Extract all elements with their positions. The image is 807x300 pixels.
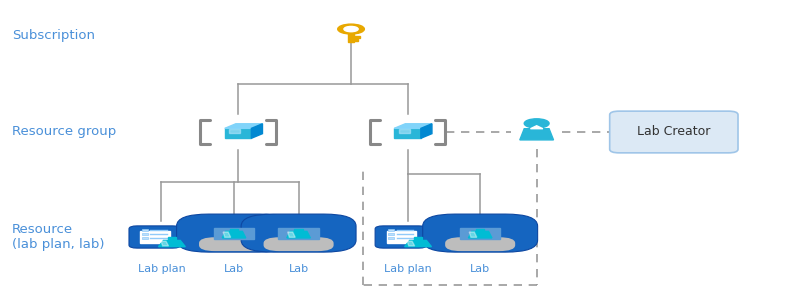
FancyBboxPatch shape xyxy=(610,111,738,153)
Polygon shape xyxy=(394,128,421,138)
Polygon shape xyxy=(223,232,231,237)
Bar xyxy=(460,228,500,238)
FancyBboxPatch shape xyxy=(177,214,291,252)
Polygon shape xyxy=(158,240,186,247)
Polygon shape xyxy=(286,231,311,238)
Text: Lab plan: Lab plan xyxy=(383,264,432,274)
Polygon shape xyxy=(161,241,169,246)
Bar xyxy=(142,232,148,235)
Text: Resource
(lab plan, lab): Resource (lab plan, lab) xyxy=(12,223,105,251)
Text: Lab plan: Lab plan xyxy=(137,264,186,274)
Bar xyxy=(388,232,394,235)
Bar xyxy=(140,231,169,243)
FancyBboxPatch shape xyxy=(264,237,333,251)
Polygon shape xyxy=(399,129,410,133)
Bar xyxy=(354,39,358,40)
FancyBboxPatch shape xyxy=(241,214,356,252)
Bar xyxy=(142,229,148,231)
FancyBboxPatch shape xyxy=(423,214,537,252)
Text: Lab: Lab xyxy=(289,264,308,274)
Bar xyxy=(387,231,416,243)
Text: Resource group: Resource group xyxy=(12,125,116,139)
Bar xyxy=(354,36,360,38)
FancyBboxPatch shape xyxy=(445,237,515,251)
Bar xyxy=(168,237,176,240)
Bar xyxy=(295,229,303,231)
Polygon shape xyxy=(407,241,415,246)
Bar xyxy=(230,229,238,231)
Bar xyxy=(388,237,394,239)
Polygon shape xyxy=(222,231,246,238)
Circle shape xyxy=(344,26,358,32)
Polygon shape xyxy=(224,124,262,128)
Bar xyxy=(214,228,254,238)
Polygon shape xyxy=(404,240,432,247)
Polygon shape xyxy=(224,128,252,138)
Polygon shape xyxy=(394,124,432,128)
FancyBboxPatch shape xyxy=(129,226,181,248)
Text: Lab Creator: Lab Creator xyxy=(638,125,710,139)
Polygon shape xyxy=(468,231,492,238)
Text: Lab: Lab xyxy=(470,264,490,274)
Text: Subscription: Subscription xyxy=(12,29,95,43)
FancyBboxPatch shape xyxy=(199,237,269,251)
Bar xyxy=(388,229,394,231)
Bar xyxy=(476,229,484,231)
Text: Lab: Lab xyxy=(224,264,244,274)
Polygon shape xyxy=(530,126,543,129)
Polygon shape xyxy=(421,124,432,138)
Polygon shape xyxy=(287,232,295,237)
Circle shape xyxy=(338,24,365,34)
Polygon shape xyxy=(469,232,477,237)
Polygon shape xyxy=(252,124,262,138)
Bar xyxy=(278,228,319,238)
Circle shape xyxy=(525,119,549,128)
FancyBboxPatch shape xyxy=(375,226,427,248)
Polygon shape xyxy=(520,129,554,140)
Bar xyxy=(348,29,354,42)
Bar xyxy=(142,237,148,239)
Polygon shape xyxy=(229,129,240,133)
Bar xyxy=(414,237,422,240)
